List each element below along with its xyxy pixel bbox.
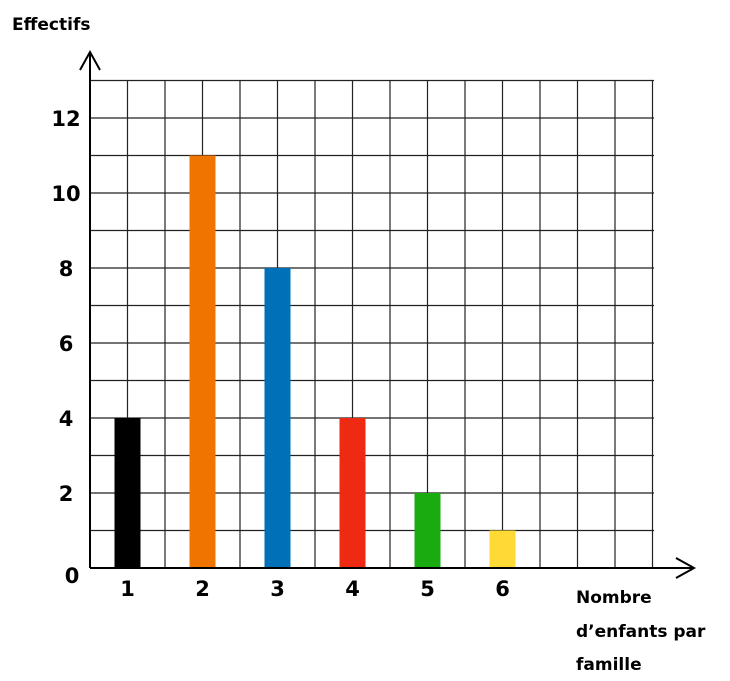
bar-5	[414, 493, 441, 568]
y-tick-label-6: 6	[59, 332, 74, 356]
x-tick-label-3: 3	[270, 577, 285, 601]
y-axis-title: Effectifs	[12, 15, 90, 35]
x-tick-label-6: 6	[495, 577, 510, 601]
x-tick-label-5: 5	[420, 577, 435, 601]
x-axis-title-line-3: famille	[576, 655, 642, 675]
y-tick-label-10: 10	[51, 182, 80, 206]
x-tick-label-4: 4	[345, 577, 360, 601]
bar-6	[489, 530, 516, 568]
y-tick-label-8: 8	[59, 257, 74, 281]
x-tick-labels: 1 2 3 4 5 6	[120, 577, 510, 601]
bar-2	[189, 155, 216, 568]
bar-1	[114, 418, 141, 568]
bar-3	[264, 268, 291, 568]
bar-4	[339, 418, 366, 568]
origin-label: 0	[65, 564, 80, 588]
chart-grid	[90, 79, 654, 568]
y-tick-label-4: 4	[59, 407, 74, 431]
y-axis-arrow-icon	[79, 49, 101, 71]
x-axis-title-line-2: d’enfants par	[576, 622, 706, 642]
x-axis-title-line-1: Nombre	[576, 588, 652, 608]
y-tick-labels: 2 4 6 8 10 12	[51, 107, 80, 506]
y-tick-label-12: 12	[51, 107, 80, 131]
x-tick-label-1: 1	[120, 577, 135, 601]
x-axis-arrow-icon	[675, 557, 697, 579]
x-tick-label-2: 2	[195, 577, 210, 601]
chart-axes	[79, 49, 697, 579]
chart-bars	[114, 155, 516, 568]
y-tick-label-2: 2	[59, 482, 74, 506]
